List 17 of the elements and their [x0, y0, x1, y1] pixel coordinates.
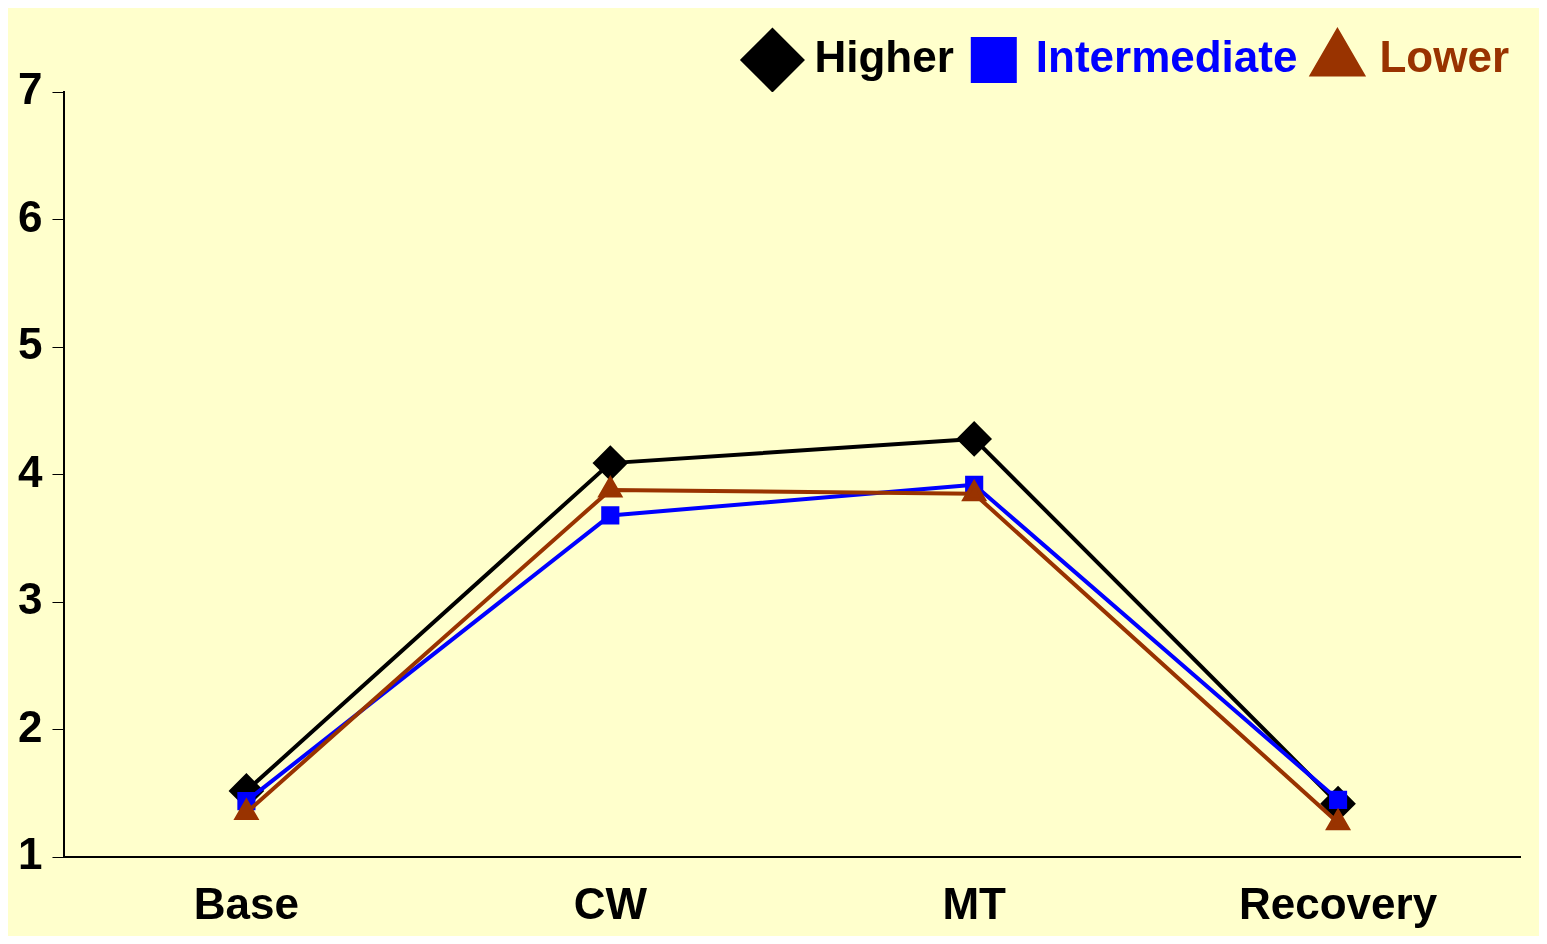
y-tick-label: 1	[17, 829, 43, 879]
legend-label: Intermediate	[1035, 32, 1298, 82]
point	[593, 446, 628, 481]
y-tick-label: 7	[17, 64, 43, 114]
x-tick-label: CW	[573, 878, 648, 928]
y-tick-label: 4	[17, 446, 43, 496]
legend-label: Lower	[1379, 32, 1510, 82]
y-tick-label: 3	[17, 574, 43, 624]
y-tick-label: 2	[17, 701, 43, 751]
x-tick-label: Recovery	[1238, 878, 1438, 928]
y-tick-label: 5	[17, 319, 43, 369]
point	[601, 506, 620, 525]
point	[957, 421, 992, 456]
y-tick-label: 6	[17, 191, 43, 241]
x-tick-label: Base	[193, 878, 300, 928]
legend-label: Higher	[814, 32, 954, 82]
x-tick-label: MT	[942, 878, 1007, 928]
